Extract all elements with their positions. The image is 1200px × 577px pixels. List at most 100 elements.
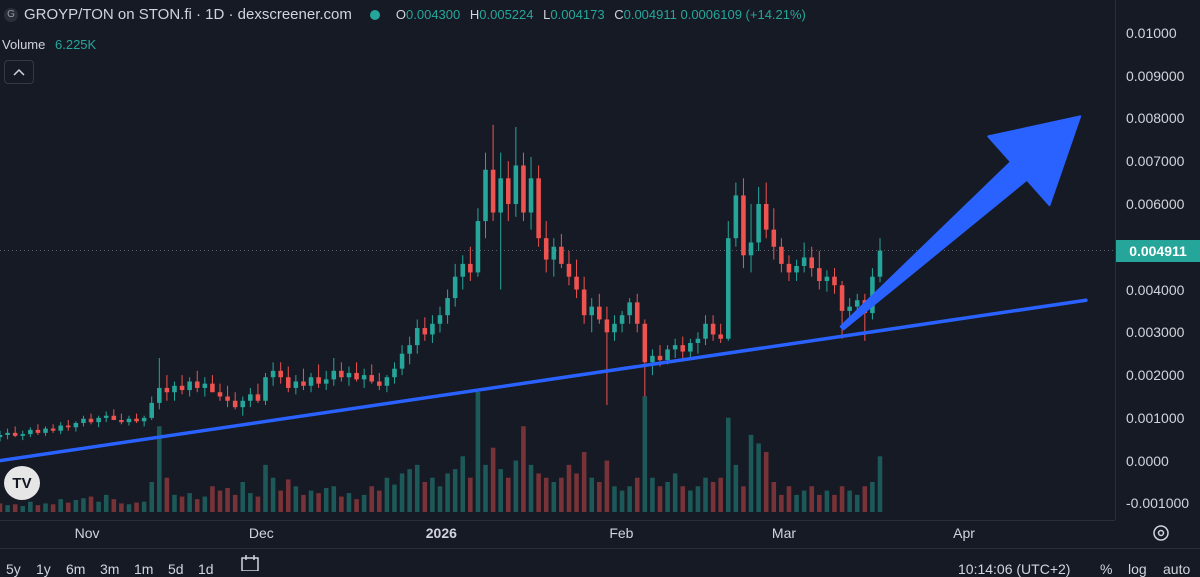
volume-bar [597, 482, 602, 512]
candle-body [58, 425, 63, 431]
candle-body [377, 381, 382, 386]
volume-bar [430, 477, 435, 512]
bullish-arrow [839, 115, 1082, 331]
time-axis[interactable]: Nov Dec 2026 Feb Mar Apr [0, 520, 1115, 549]
candle-body [809, 257, 814, 269]
ohlc-open-key: O [395, 7, 407, 22]
volume-bar [460, 456, 466, 512]
candlestick-chart[interactable] [0, 0, 1115, 520]
volume-bar [703, 477, 708, 512]
tradingview-logo[interactable]: TV [4, 466, 40, 500]
candle-body [399, 353, 405, 369]
y-tick-label: 0.004000 [1126, 281, 1185, 298]
candle-body [460, 263, 466, 277]
candle-body [657, 355, 663, 361]
candle-body [179, 385, 185, 391]
candle-body [316, 377, 321, 384]
calendar-icon[interactable] [240, 555, 260, 571]
candle-body [149, 402, 154, 418]
volume-bar [20, 506, 26, 512]
timeframe-button[interactable]: 1m [134, 561, 154, 577]
volume-bar [672, 473, 678, 512]
candle-body [483, 169, 488, 222]
timeframe-button[interactable]: 1y [36, 561, 51, 577]
candle-body [88, 418, 94, 423]
volume-bar [407, 469, 412, 512]
x-tick-label: Nov [74, 525, 100, 541]
x-tick-label: Mar [771, 525, 797, 541]
volume-bar [862, 486, 868, 512]
candle-body [73, 423, 79, 428]
ohlc-low-key: L [543, 7, 551, 22]
candle-body [346, 372, 352, 378]
gear-icon[interactable] [1150, 522, 1172, 544]
timeframe-button[interactable]: 3m [100, 561, 120, 577]
volume-bar [414, 464, 420, 512]
candle-body [263, 377, 268, 401]
volume-bar [513, 460, 519, 512]
candle-body [452, 276, 458, 299]
volume-bar [665, 482, 670, 512]
candle-body [680, 345, 686, 352]
volume-bar [551, 482, 557, 512]
candle-body [559, 246, 564, 264]
candle-body [642, 323, 648, 363]
volume-bar [794, 494, 799, 512]
volume-bar [354, 499, 359, 512]
candle-body [543, 238, 549, 260]
candle-body [323, 379, 329, 384]
candle-body [134, 418, 139, 422]
volume-bar [179, 496, 185, 512]
log-toggle[interactable]: log [1128, 561, 1147, 577]
candle-body [141, 417, 147, 422]
volume-bar [225, 488, 230, 512]
volume-bar [377, 490, 382, 512]
volume-bar [88, 496, 94, 512]
candle-body [28, 429, 33, 435]
ohlc-readout: O0.004300 H0.005224 L0.004173 C0.004911 … [390, 7, 806, 22]
timeframe-button[interactable]: 6m [66, 561, 86, 577]
candle-body [194, 381, 200, 388]
candle-body [612, 323, 617, 333]
volume-bar [134, 502, 139, 512]
volume-legend: Volume 6.225K [2, 37, 96, 52]
candle-body [794, 266, 799, 273]
volume-bar [468, 477, 473, 512]
volume-bar [809, 486, 814, 512]
volume-bar [164, 477, 170, 512]
candle-body [157, 387, 162, 403]
volume-bar [817, 494, 822, 512]
volume-bar [786, 486, 792, 512]
ohlc-high-value: 0.005224 [479, 7, 534, 22]
chevron-up-icon [13, 68, 25, 76]
clock-time[interactable]: 10:14:06 (UTC+2) [958, 561, 1071, 577]
current-price-label: 0.004911 [1116, 239, 1200, 262]
timeframe-button[interactable]: 1d [198, 561, 214, 577]
candle-body [741, 195, 746, 256]
volume-bar [748, 434, 754, 512]
volume-bar [172, 494, 177, 512]
candle-body [354, 372, 359, 380]
volume-bar [28, 501, 33, 512]
volume-bar [688, 490, 693, 512]
candle-body [270, 370, 276, 378]
volume-bar [657, 486, 663, 512]
percent-toggle[interactable]: % [1100, 561, 1113, 577]
candle-body [597, 306, 602, 320]
price-axis[interactable]: 0.01000 0.009000 0.008000 0.007000 0.006000 0… [1115, 0, 1200, 520]
volume-bar [73, 500, 79, 512]
auto-toggle[interactable]: auto [1163, 561, 1191, 577]
candle-body [111, 415, 117, 421]
ohlc-close-value: 0.004911 0.0006109 (+14.21%) [623, 7, 806, 22]
volume-bar [217, 490, 223, 512]
timeframe-button[interactable]: 5y [6, 561, 21, 577]
candle-body [445, 298, 450, 316]
volume-bar [521, 426, 526, 512]
chart-plot-area[interactable]: G GROYP/TON on STON.fi · 1D · dexscreene… [0, 0, 1115, 520]
timeframe-button[interactable]: 5d [168, 561, 184, 577]
candle-body [832, 276, 837, 286]
candle-body [703, 323, 708, 339]
volume-bar [263, 464, 268, 512]
collapse-legend-button[interactable] [4, 60, 34, 84]
volume-bar [445, 473, 450, 512]
